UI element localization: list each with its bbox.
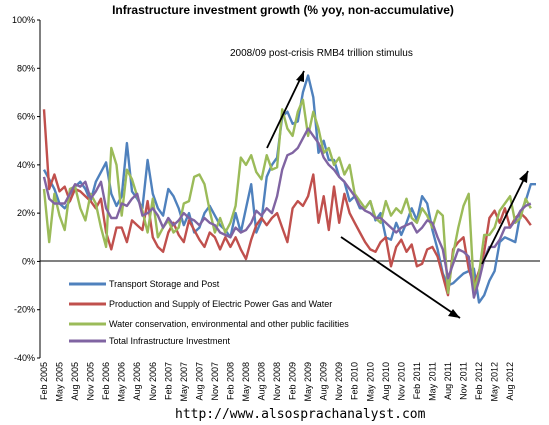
series-line-2	[42, 98, 532, 294]
x-tick-label: May 2005	[55, 362, 65, 402]
source-url: http://www.alsosprachanalyst.com	[175, 407, 426, 422]
x-tick-label: Nov 2008	[272, 362, 282, 401]
arrow-stimulus	[266, 70, 305, 149]
x-tick-label: Nov 2010	[396, 362, 406, 401]
series-line-1	[42, 109, 532, 297]
x-tick-label: May 2009	[303, 362, 313, 402]
x-tick-label: May 2011	[427, 362, 437, 401]
y-tick-label: 80%	[17, 63, 35, 73]
arrow-recovery-head	[519, 171, 528, 183]
x-tick-label: Aug 2005	[70, 362, 80, 401]
x-tick-label: Feb 2009	[288, 362, 298, 400]
x-tick-label: Feb 2006	[101, 362, 111, 400]
x-tick-label: Aug 2007	[194, 362, 204, 401]
x-tick-label: Feb 2011	[412, 362, 422, 399]
x-tick-label: Aug 2009	[319, 362, 329, 401]
arrow-decline-head	[448, 309, 460, 318]
x-tick-label: May 2012	[490, 362, 500, 402]
legend: Transport Storage and Post Production an…	[69, 279, 349, 346]
x-tick-label: May 2007	[179, 362, 189, 402]
x-tick-label: Feb 2010	[350, 362, 360, 400]
x-tick-label: Aug 2006	[132, 362, 142, 401]
y-tick-label: -40%	[14, 353, 35, 363]
series-line-3	[42, 127, 532, 299]
x-tick-label: Aug 2010	[381, 362, 391, 401]
x-tick-label: Aug 2008	[257, 362, 267, 401]
arrow-recovery	[481, 170, 529, 265]
x-tick-label: Aug 2012	[505, 362, 515, 401]
x-tick-label: Nov 2005	[86, 362, 96, 401]
x-tick-label: May 2006	[117, 362, 127, 402]
y-tick-label: 40%	[17, 160, 35, 170]
legend-label-electric: Production and Supply of Electric Power …	[109, 299, 332, 309]
x-tick-label: Nov 2009	[334, 362, 344, 401]
series-line-0	[42, 74, 536, 304]
x-tick-label: May 2010	[365, 362, 375, 402]
x-tick-label: May 2008	[241, 362, 251, 402]
y-tick-label: 0%	[22, 256, 35, 266]
arrow-decline	[340, 236, 461, 319]
y-tick-label: 60%	[17, 112, 35, 122]
x-tick-label: Nov 2007	[210, 362, 220, 401]
legend-label-water: Water conservation, environmental and ot…	[109, 319, 349, 329]
x-tick-label: Feb 2008	[225, 362, 235, 400]
legend-label-total: Total Infrastructure Investment	[109, 336, 231, 346]
x-tick-label: Aug 2011	[443, 362, 453, 400]
annotation-text: 2008/09 post-crisis RMB4 trillion stimul…	[230, 48, 413, 59]
chart-title: Infrastructure investment growth (% yoy,…	[112, 3, 454, 17]
annotation-arrows	[266, 70, 529, 319]
y-tick-label: 100%	[12, 15, 35, 25]
series-group	[42, 74, 536, 304]
y-tick-label: -20%	[14, 305, 35, 315]
x-tick-label: Nov 2011	[458, 362, 468, 400]
y-tick-label: 20%	[17, 208, 35, 218]
arrow-stimulus-head	[296, 71, 304, 82]
x-tick-label: Nov 2006	[148, 362, 158, 401]
y-axis: 100% 80% 60% 40% 20% 0% -20% -40%	[12, 15, 40, 363]
x-tick-label: Feb 2012	[474, 362, 484, 400]
legend-label-transport: Transport Storage and Post	[109, 279, 220, 289]
x-tick-label: Feb 2005	[39, 362, 49, 400]
x-axis: Feb 2005 May 2005 Aug 2005 Nov 2005 Feb 2006…	[39, 362, 515, 402]
x-tick-label: Feb 2007	[163, 362, 173, 400]
